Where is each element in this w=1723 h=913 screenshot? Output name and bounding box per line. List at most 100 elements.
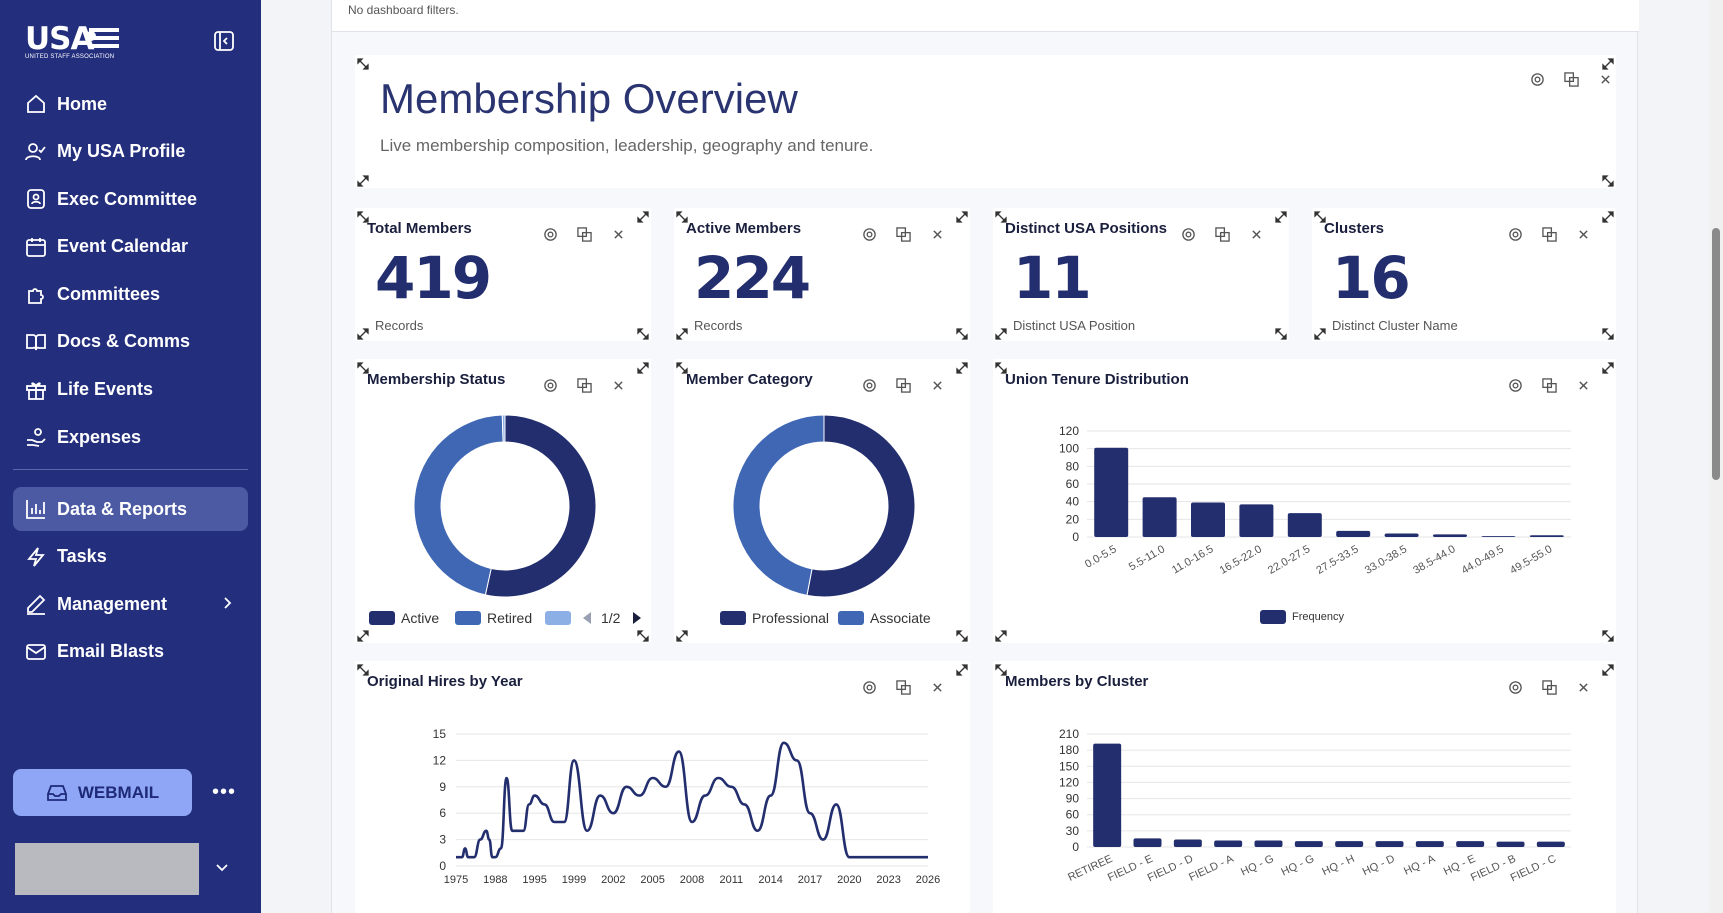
resize-handle-br[interactable] bbox=[956, 327, 968, 340]
resize-handle-tl[interactable] bbox=[357, 361, 369, 374]
resize-handle-tr[interactable] bbox=[1602, 57, 1614, 70]
sidebar-item-my-usa-profile[interactable]: My USA Profile bbox=[13, 130, 248, 174]
legend-label-active[interactable]: Active bbox=[401, 610, 440, 626]
legend-label-professional[interactable]: Professional bbox=[752, 610, 830, 626]
close-icon[interactable] bbox=[1247, 225, 1265, 243]
duplicate-icon[interactable] bbox=[575, 376, 593, 394]
sidebar-item-email-blasts[interactable]: Email Blasts bbox=[13, 630, 248, 674]
resize-handle-tr[interactable] bbox=[1602, 663, 1614, 676]
sidebar-item-tasks[interactable]: Tasks bbox=[13, 535, 248, 579]
duplicate-icon[interactable] bbox=[894, 678, 912, 696]
resize-handle-tr[interactable] bbox=[637, 210, 649, 223]
sidebar-item-management[interactable]: Management bbox=[13, 582, 248, 626]
scrollbar-thumb[interactable] bbox=[1712, 228, 1720, 480]
duplicate-icon[interactable] bbox=[575, 225, 593, 243]
resize-handle-bl[interactable] bbox=[357, 327, 369, 340]
resize-handle-tl[interactable] bbox=[357, 663, 369, 676]
sidebar-item-docs-comms[interactable]: Docs & Comms bbox=[13, 320, 248, 364]
duplicate-icon[interactable] bbox=[1213, 225, 1231, 243]
settings-icon[interactable] bbox=[860, 225, 878, 243]
resize-handle-br[interactable] bbox=[1602, 327, 1614, 340]
duplicate-icon[interactable] bbox=[1562, 70, 1580, 88]
resize-handle-bl[interactable] bbox=[357, 174, 369, 187]
close-icon[interactable] bbox=[928, 678, 946, 696]
duplicate-icon[interactable] bbox=[1540, 678, 1558, 696]
close-icon[interactable] bbox=[1574, 376, 1592, 394]
settings-icon[interactable] bbox=[1506, 225, 1524, 243]
resize-handle-tl[interactable] bbox=[357, 57, 369, 70]
settings-icon[interactable] bbox=[1179, 225, 1197, 243]
sidebar-item-home[interactable]: Home bbox=[13, 82, 248, 126]
settings-icon[interactable] bbox=[1528, 70, 1546, 88]
resize-handle-bl[interactable] bbox=[357, 629, 369, 642]
resize-handle-bl[interactable] bbox=[995, 629, 1007, 642]
legend-label-frequency[interactable]: Frequency bbox=[1292, 611, 1344, 623]
close-icon[interactable] bbox=[609, 225, 627, 243]
resize-handle-br[interactable] bbox=[1602, 629, 1614, 642]
x-tick-label: 44.0-49.5 bbox=[1460, 543, 1506, 577]
webmail-button[interactable]: WEBMAIL bbox=[13, 769, 192, 816]
settings-icon[interactable] bbox=[1506, 678, 1524, 696]
sidebar-item-event-calendar[interactable]: Event Calendar bbox=[13, 225, 248, 269]
duplicate-icon[interactable] bbox=[1540, 376, 1558, 394]
settings-icon[interactable] bbox=[860, 376, 878, 394]
resize-handle-br[interactable] bbox=[1275, 327, 1287, 340]
resize-handle-tr[interactable] bbox=[1275, 210, 1287, 223]
sidebar-item-expenses[interactable]: Expenses bbox=[13, 415, 248, 459]
resize-handle-tr[interactable] bbox=[956, 361, 968, 374]
page-scrollbar[interactable] bbox=[1709, 0, 1723, 913]
duplicate-icon[interactable] bbox=[894, 376, 912, 394]
card-members-by-cluster: Members by Cluster 0 30 60 90 120 150 180 210 RE… bbox=[993, 661, 1616, 913]
close-icon[interactable] bbox=[1596, 70, 1614, 88]
duplicate-icon[interactable] bbox=[1540, 225, 1558, 243]
legend-label-retired[interactable]: Retired bbox=[487, 610, 533, 626]
legend-next-icon[interactable] bbox=[631, 611, 643, 625]
legend-swatch-other[interactable] bbox=[545, 611, 571, 625]
x-tick-label: 2017 bbox=[798, 874, 822, 886]
kpi-subtitle: Records bbox=[375, 318, 424, 333]
settings-icon[interactable] bbox=[541, 225, 559, 243]
settings-icon[interactable] bbox=[541, 376, 559, 394]
resize-handle-bl[interactable] bbox=[1314, 327, 1326, 340]
close-icon[interactable] bbox=[609, 376, 627, 394]
resize-handle-br[interactable] bbox=[1602, 174, 1614, 187]
usa-logo[interactable]: USA UNITED STAFF ASSOCIATION bbox=[25, 24, 123, 60]
collapse-sidebar-icon[interactable] bbox=[213, 30, 235, 52]
sidebar-item-data-reports[interactable]: Data & Reports bbox=[13, 487, 248, 532]
user-account-block[interactable] bbox=[15, 843, 199, 895]
resize-handle-tr[interactable] bbox=[1602, 210, 1614, 223]
resize-handle-tl[interactable] bbox=[995, 663, 1007, 676]
resize-handle-br[interactable] bbox=[637, 327, 649, 340]
resize-handle-br[interactable] bbox=[637, 629, 649, 642]
close-icon[interactable] bbox=[928, 225, 946, 243]
resize-handle-tr[interactable] bbox=[956, 210, 968, 223]
duplicate-icon[interactable] bbox=[894, 225, 912, 243]
settings-icon[interactable] bbox=[1506, 376, 1524, 394]
close-icon[interactable] bbox=[1574, 678, 1592, 696]
resize-handle-bl[interactable] bbox=[995, 327, 1007, 340]
resize-handle-tr[interactable] bbox=[637, 361, 649, 374]
sidebar-item-committees[interactable]: Committees bbox=[13, 272, 248, 316]
close-icon[interactable] bbox=[1574, 225, 1592, 243]
resize-handle-bl[interactable] bbox=[676, 327, 688, 340]
legend-label-associate[interactable]: Associate bbox=[870, 610, 931, 626]
chart-title: Member Category bbox=[686, 371, 813, 388]
settings-icon[interactable] bbox=[860, 678, 878, 696]
resize-handle-tl[interactable] bbox=[676, 361, 688, 374]
legend-prev-icon[interactable] bbox=[581, 611, 593, 625]
resize-handle-tl[interactable] bbox=[676, 210, 688, 223]
resize-handle-tl[interactable] bbox=[995, 210, 1007, 223]
x-tick-label: 0.0-5.5 bbox=[1083, 543, 1119, 571]
sidebar-item-life-events[interactable]: Life Events bbox=[13, 368, 248, 412]
resize-handle-tl[interactable] bbox=[995, 361, 1007, 374]
close-icon[interactable] bbox=[928, 376, 946, 394]
resize-handle-br[interactable] bbox=[956, 629, 968, 642]
sidebar-item-exec-committee[interactable]: Exec Committee bbox=[13, 177, 248, 221]
resize-handle-tl[interactable] bbox=[1314, 210, 1326, 223]
chevron-down-icon[interactable] bbox=[214, 860, 230, 876]
resize-handle-bl[interactable] bbox=[676, 629, 688, 642]
resize-handle-tr[interactable] bbox=[956, 663, 968, 676]
resize-handle-tr[interactable] bbox=[1602, 361, 1614, 374]
more-options-button[interactable]: ••• bbox=[211, 781, 236, 803]
resize-handle-tl[interactable] bbox=[357, 210, 369, 223]
